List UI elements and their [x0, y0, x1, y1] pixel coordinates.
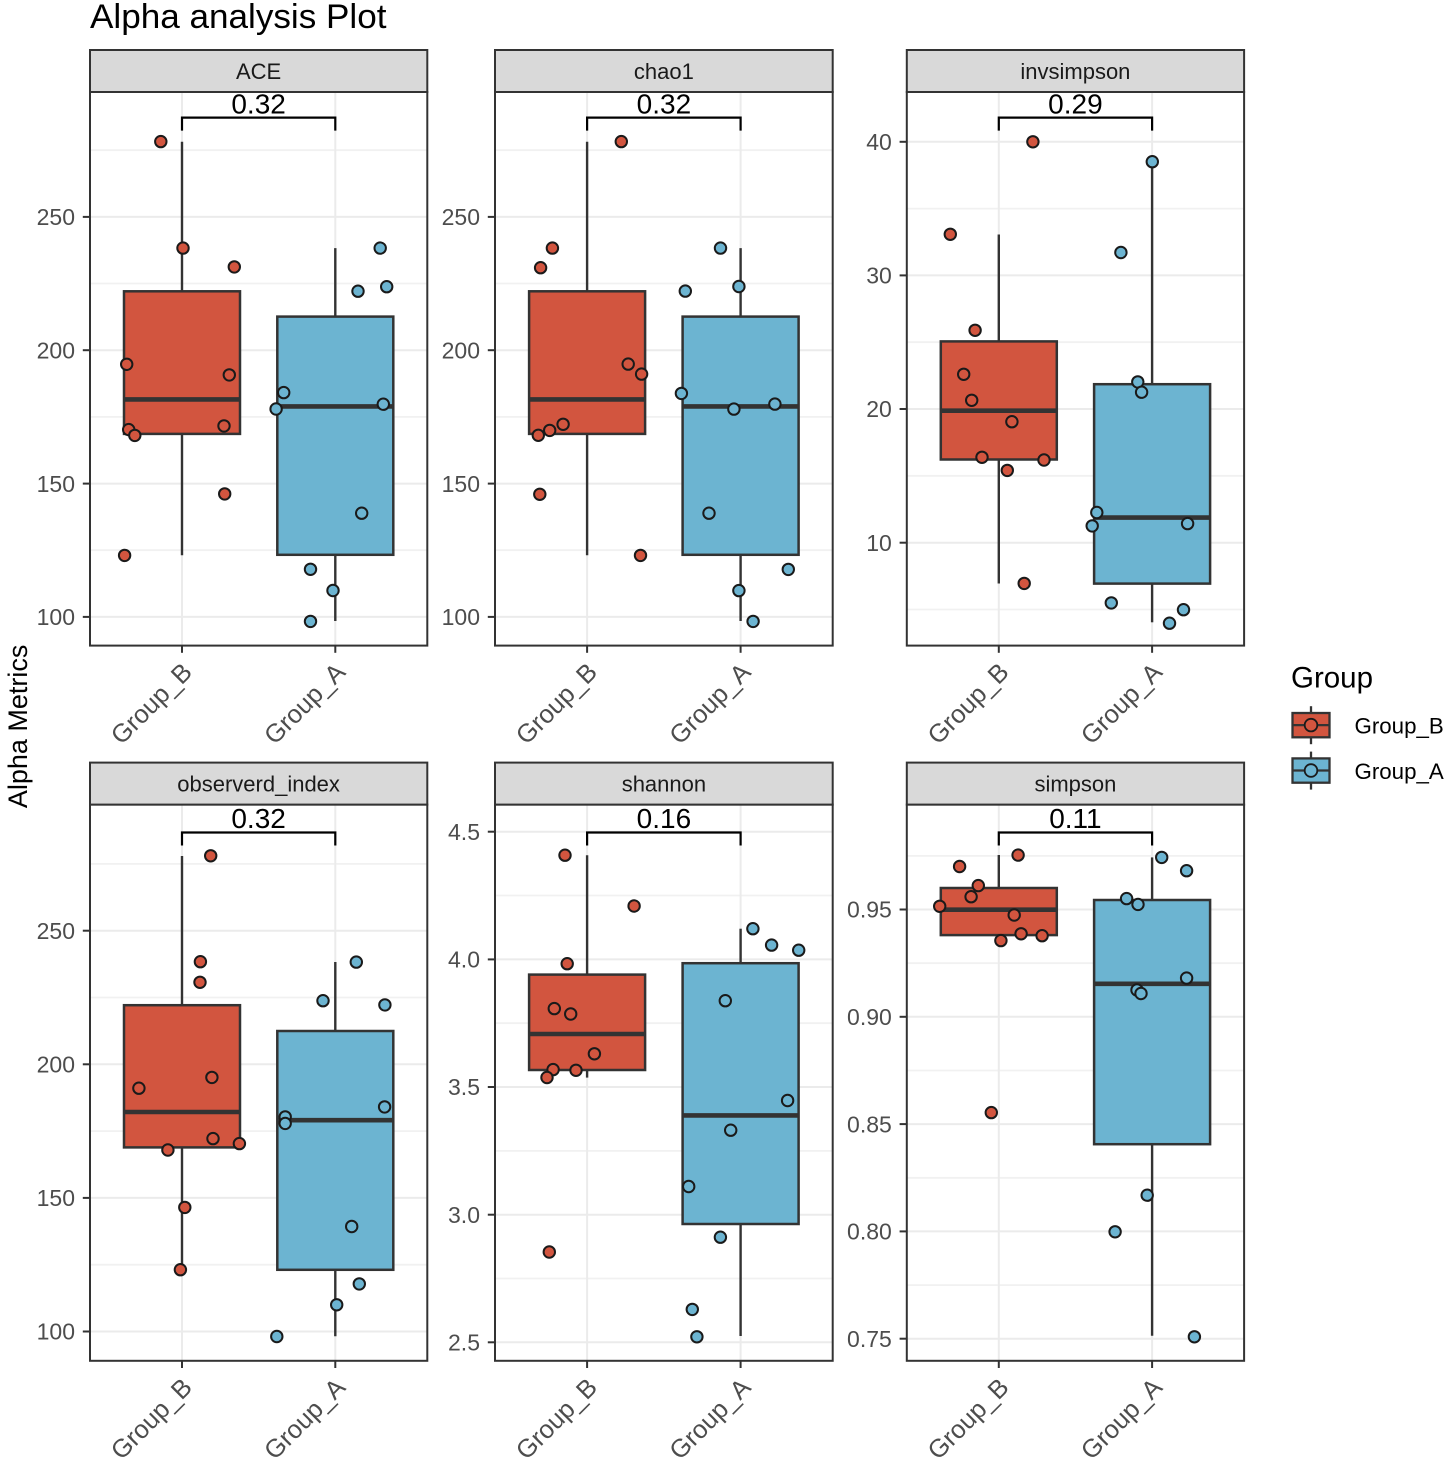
svg-text:0.11: 0.11 — [1049, 803, 1101, 834]
svg-text:4.0: 4.0 — [448, 947, 480, 973]
svg-text:0.32: 0.32 — [637, 88, 692, 119]
svg-text:0.80: 0.80 — [847, 1219, 892, 1245]
svg-text:40: 40 — [866, 129, 892, 155]
svg-text:30: 30 — [866, 263, 892, 289]
svg-text:ACE: ACE — [236, 59, 281, 84]
svg-text:100: 100 — [442, 604, 480, 630]
svg-text:250: 250 — [37, 204, 75, 230]
svg-text:4.5: 4.5 — [448, 819, 480, 845]
svg-text:0.32: 0.32 — [231, 88, 286, 119]
svg-text:0.16: 0.16 — [637, 803, 692, 834]
svg-text:0.29: 0.29 — [1048, 88, 1103, 119]
svg-text:simpson: simpson — [1034, 772, 1116, 797]
svg-text:0.90: 0.90 — [847, 1004, 892, 1030]
svg-text:observerd_index: observerd_index — [177, 772, 340, 797]
svg-text:200: 200 — [442, 337, 480, 363]
svg-text:3.0: 3.0 — [448, 1202, 480, 1228]
svg-text:20: 20 — [866, 396, 892, 422]
svg-text:0.85: 0.85 — [847, 1111, 892, 1137]
svg-text:Group_A: Group_A — [1355, 759, 1444, 784]
svg-text:shannon: shannon — [622, 772, 706, 797]
svg-text:Group: Group — [1291, 661, 1373, 694]
svg-text:0.75: 0.75 — [847, 1326, 892, 1352]
svg-text:0.32: 0.32 — [231, 803, 286, 834]
svg-text:Alpha Metrics: Alpha Metrics — [3, 645, 33, 809]
svg-text:250: 250 — [37, 918, 75, 944]
svg-text:Group_B: Group_B — [1355, 713, 1444, 738]
svg-text:150: 150 — [37, 471, 75, 497]
svg-text:2.5: 2.5 — [448, 1330, 480, 1356]
svg-text:150: 150 — [442, 471, 480, 497]
svg-text:3.5: 3.5 — [448, 1074, 480, 1100]
svg-text:250: 250 — [442, 204, 480, 230]
svg-text:200: 200 — [37, 1052, 75, 1078]
svg-text:150: 150 — [37, 1185, 75, 1211]
svg-text:chao1: chao1 — [634, 59, 694, 84]
svg-text:10: 10 — [866, 530, 892, 556]
svg-text:0.95: 0.95 — [847, 897, 892, 923]
svg-text:200: 200 — [37, 337, 75, 363]
svg-text:100: 100 — [37, 1319, 75, 1345]
svg-text:invsimpson: invsimpson — [1020, 59, 1130, 84]
svg-text:Alpha analysis Plot: Alpha analysis Plot — [90, 0, 387, 36]
svg-text:100: 100 — [37, 604, 75, 630]
